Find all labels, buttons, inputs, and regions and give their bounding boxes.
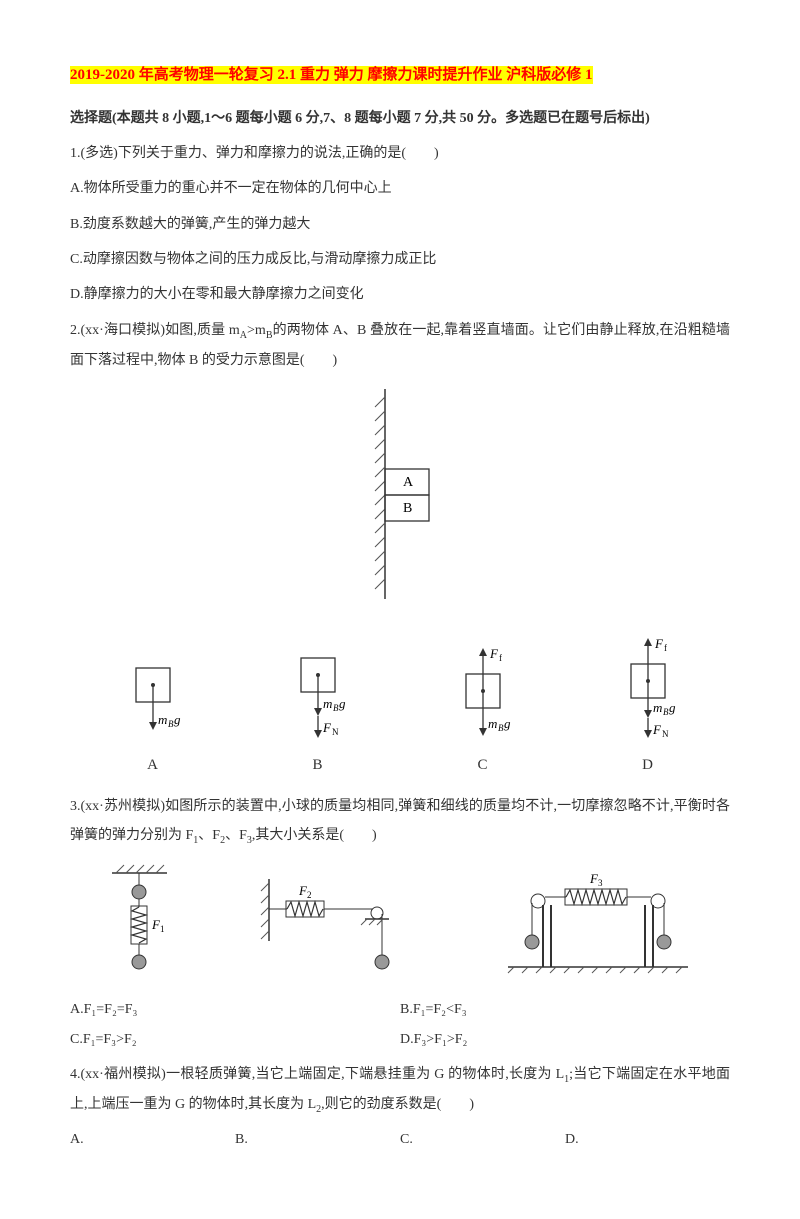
q3-optC: C.F₁=F₃>F₂ — [70, 1025, 400, 1054]
q1-optC: C.动摩擦因数与物体之间的压力成反比,与滑动摩擦力成正比 — [70, 245, 730, 274]
svg-text:F: F — [322, 720, 332, 735]
q4-optC: C. — [400, 1125, 565, 1154]
svg-text:N: N — [332, 727, 339, 737]
svg-text:3: 3 — [598, 878, 603, 888]
q3-fig2: F2 — [255, 871, 445, 981]
q2-sub-a: A — [240, 330, 247, 341]
svg-text:f: f — [664, 643, 667, 653]
q2-main-figure: A B — [70, 389, 730, 610]
q2-opt-b: mBg FN B — [258, 644, 378, 782]
q2-box-a-label: A — [403, 475, 414, 490]
q4-optD: D. — [565, 1125, 730, 1154]
q4-optA: A. — [70, 1125, 235, 1154]
q4-stem-c: ,则它的劲度系数是( ) — [321, 1097, 474, 1112]
q3-optA: A.F₁=F₂=F₃ — [70, 995, 400, 1024]
svg-text:g: g — [669, 700, 676, 715]
q4-optB: B. — [235, 1125, 400, 1154]
q2-opt-a-label: A — [147, 750, 158, 782]
q1-optA: A.物体所受重力的重心并不一定在物体的几何中心上 — [70, 174, 730, 203]
q3-fig1: F1 — [92, 861, 212, 981]
svg-text:2: 2 — [307, 890, 312, 900]
q4-stem: 4.(xx·福州模拟)一根轻质弹簧,当它上端固定,下端悬挂重为 G 的物体时,长… — [70, 1060, 730, 1120]
q2-stem-a: 2.(xx·海口模拟)如图,质量 m — [70, 323, 240, 338]
svg-text:f: f — [499, 653, 502, 663]
svg-text:F: F — [652, 722, 662, 737]
q3-stem-a: 3.(xx·苏州模拟)如图所示的装置中,小球的质量均相同,弹簧和细线的质量均不计… — [70, 799, 730, 843]
q2-box-b-label: B — [403, 501, 412, 516]
q3-stem-b: 、F — [198, 828, 220, 843]
q2-opt-b-label: B — [312, 750, 322, 782]
svg-text:g: g — [339, 696, 346, 711]
q1-optD: D.静摩擦力的大小在零和最大静摩擦力之间变化 — [70, 280, 730, 309]
svg-text:N: N — [662, 729, 669, 739]
q2-options: mBg A mBg FN B Ff mBg C — [70, 634, 730, 782]
q3-figures: F1 F2 — [70, 861, 730, 981]
q3-fig3: F3 — [488, 871, 708, 981]
q2-opt-d: Ff mBg FN D — [588, 634, 708, 782]
q3-optD: D.F₃>F₁>F₂ — [400, 1025, 730, 1054]
svg-text:g: g — [174, 712, 181, 727]
svg-text:m: m — [488, 716, 497, 731]
svg-text:g: g — [504, 716, 511, 731]
page-title-wrap: 2019-2020 年高考物理一轮复习 2.1 重力 弹力 摩擦力课时提升作业 … — [70, 60, 730, 92]
svg-text:m: m — [158, 712, 167, 727]
q2-opt-d-label: D — [642, 750, 653, 782]
q4-stem-a: 4.(xx·福州模拟)一根轻质弹簧,当它上端固定,下端悬挂重为 G 的物体时,长… — [70, 1067, 564, 1082]
q2-opt-c: Ff mBg C — [423, 644, 543, 782]
instruction: 选择题(本题共 8 小题,1～6 题每小题 6 分,7、8 题每小题 7 分,共… — [70, 104, 730, 133]
q2-stem-b: >m — [247, 323, 266, 338]
q2-opt-a: mBg A — [93, 654, 213, 782]
q2-opt-c-label: C — [477, 750, 487, 782]
q3-stem-c: 、F — [225, 828, 247, 843]
q3-stem: 3.(xx·苏州模拟)如图所示的装置中,小球的质量均相同,弹簧和细线的质量均不计… — [70, 792, 730, 851]
q4-options: A. B. C. D. — [70, 1125, 730, 1154]
svg-text:1: 1 — [160, 924, 165, 934]
q3-stem-d: ,其大小关系是( ) — [252, 828, 377, 843]
q2-wall-figure: A B — [315, 389, 485, 599]
svg-text:F: F — [489, 646, 499, 661]
svg-text:m: m — [653, 700, 662, 715]
q1-stem: 1.(多选)下列关于重力、弹力和摩擦力的说法,正确的是( ) — [70, 139, 730, 168]
page-title: 2019-2020 年高考物理一轮复习 2.1 重力 弹力 摩擦力课时提升作业 … — [70, 66, 593, 84]
svg-text:F: F — [654, 636, 664, 651]
q3-optB: B.F₁=F₂<F₃ — [400, 995, 730, 1024]
q3-options: A.F₁=F₂=F₃ B.F₁=F₂<F₃ C.F₁=F₃>F₂ D.F₃>F₁… — [70, 995, 730, 1054]
svg-text:m: m — [323, 696, 332, 711]
q1-optB: B.劲度系数越大的弹簧,产生的弹力越大 — [70, 210, 730, 239]
q2-stem: 2.(xx·海口模拟)如图,质量 mA>mB的两物体 A、B 叠放在一起,靠着竖… — [70, 316, 730, 375]
